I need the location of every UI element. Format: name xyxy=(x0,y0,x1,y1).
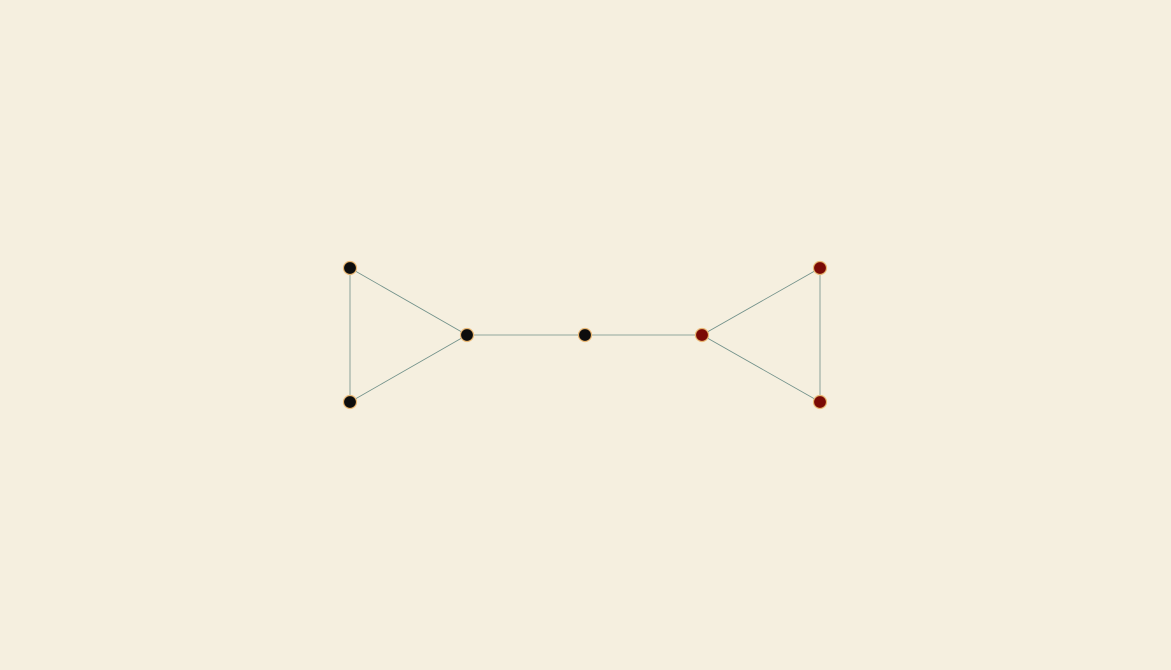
node-a2 xyxy=(342,394,358,410)
node-b3 xyxy=(694,327,710,343)
edge-a1-a3 xyxy=(349,267,468,336)
node-b1 xyxy=(812,260,828,276)
edge-b3-b1 xyxy=(701,267,821,336)
node-a1 xyxy=(342,260,358,276)
node-a3 xyxy=(459,327,475,343)
node-c xyxy=(577,327,593,343)
graph-nodes xyxy=(342,260,828,410)
node-b2 xyxy=(812,394,828,410)
edge-b3-b2 xyxy=(701,334,821,403)
graph-edges xyxy=(349,267,821,403)
edge-a2-a3 xyxy=(349,334,468,403)
